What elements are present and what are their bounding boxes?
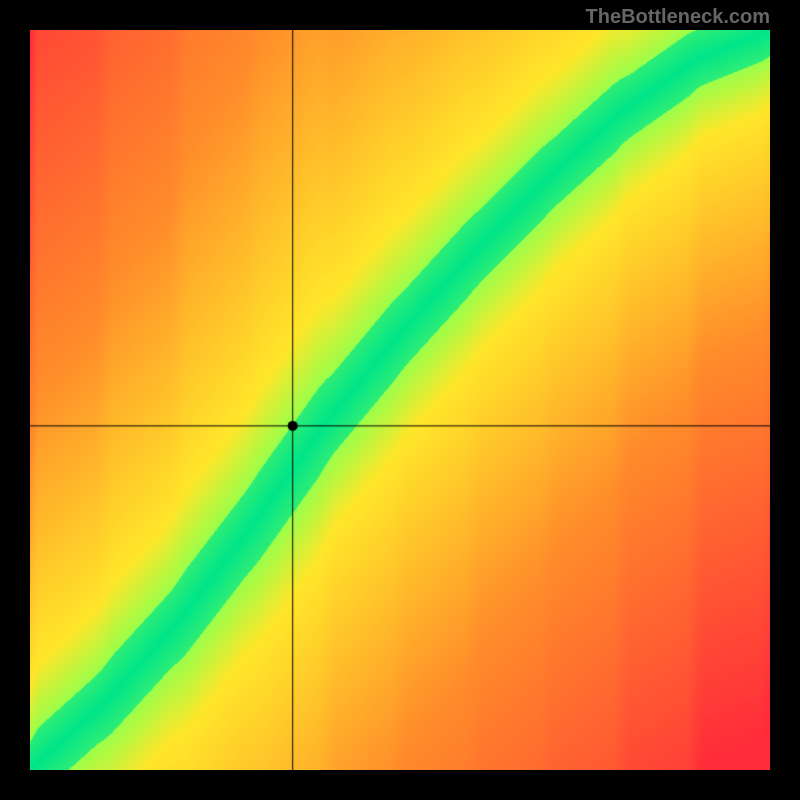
chart-container: TheBottleneck.com: [0, 0, 800, 800]
heatmap-canvas: [30, 30, 770, 770]
plot-area: [30, 30, 770, 770]
watermark-text: TheBottleneck.com: [586, 6, 770, 29]
